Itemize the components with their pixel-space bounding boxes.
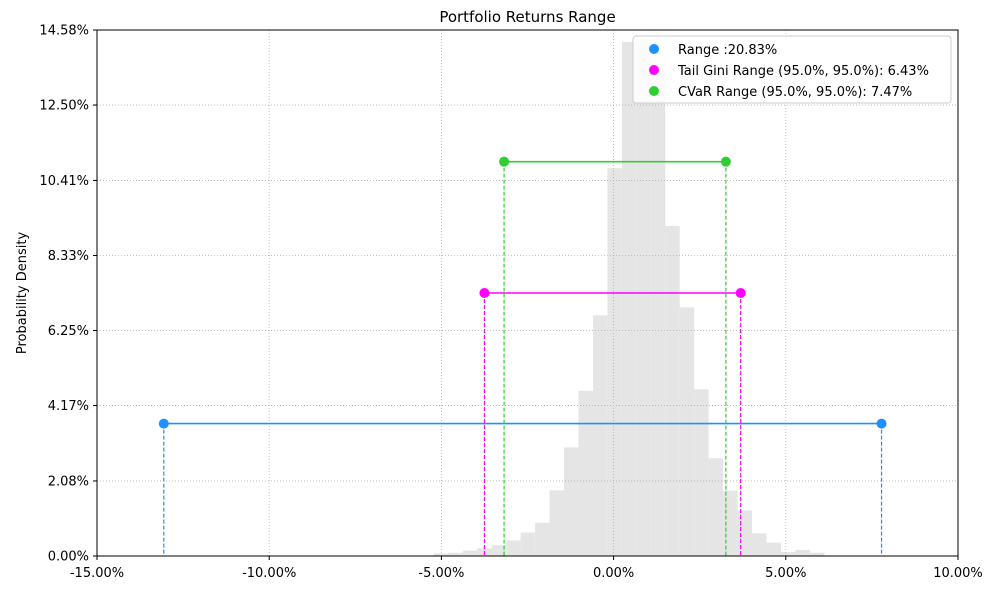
x-tick-label: -15.00% — [70, 566, 124, 581]
histogram-bar — [491, 545, 507, 556]
histogram-bar — [665, 225, 680, 556]
legend-label: Range :20.83% — [678, 43, 777, 58]
histogram-bar — [549, 490, 565, 556]
histogram-bar — [766, 542, 781, 556]
histogram-bar — [578, 390, 593, 556]
y-tick-label: 6.25% — [48, 324, 89, 339]
x-tick-label: 0.00% — [593, 566, 634, 581]
range-marker — [735, 288, 746, 298]
histogram-bar — [636, 39, 651, 556]
plot-frame — [96, 29, 959, 557]
y-tick-label: 2.08% — [48, 474, 89, 489]
histogram-bar — [650, 72, 666, 557]
histogram-bar — [679, 307, 695, 556]
histogram-bar — [809, 552, 825, 556]
histogram-bar — [520, 532, 536, 556]
y-axis-label: Probability Density — [15, 232, 30, 355]
legend-label: CVaR Range (95.0%, 95.0%): 7.47% — [678, 85, 912, 100]
range-marker — [479, 288, 490, 298]
histogram-bar — [506, 540, 521, 556]
histogram-bar — [535, 522, 550, 556]
histogram-bar — [708, 458, 724, 556]
range-marker — [499, 156, 510, 167]
range-marker — [158, 418, 169, 429]
y-tick-label: 4.17% — [48, 399, 89, 414]
legend-label: Tail Gini Range (95.0%, 95.0%): 6.43% — [677, 64, 929, 79]
legend-marker — [649, 86, 659, 96]
y-tick-label: 10.41% — [39, 174, 89, 189]
chart-title: Portfolio Returns Range — [439, 8, 615, 26]
histogram-bar — [592, 315, 608, 556]
y-tick-label: 8.33% — [48, 249, 89, 264]
legend-marker — [649, 44, 659, 54]
x-tick-label: -10.00% — [242, 566, 296, 581]
range-marker — [720, 156, 731, 167]
y-tick-label: 14.58% — [39, 24, 89, 39]
legend-marker — [649, 65, 659, 75]
range-marker — [876, 418, 887, 429]
y-tick-label: 12.50% — [39, 99, 89, 114]
histogram-bar — [621, 41, 637, 557]
histogram-bar — [607, 168, 622, 557]
histogram-bar — [752, 533, 767, 556]
x-tick-label: 5.00% — [765, 566, 806, 581]
histogram-bar — [433, 553, 449, 556]
axes: -15.00% -10.00% -5.00% 0.00% 5.00% 10.00% 0.00… — [39, 24, 982, 582]
legend: Range :20.83% Tail Gini Range (95.0%, 95.… — [632, 35, 952, 104]
series-layer — [158, 156, 887, 556]
histogram-bar — [694, 389, 709, 556]
histogram-bar — [795, 549, 810, 556]
histogram-bar — [780, 552, 796, 556]
histogram-bar — [462, 550, 478, 556]
histogram-bar — [737, 510, 753, 556]
histogram-bar — [564, 447, 579, 556]
y-tick-label: 0.00% — [48, 550, 89, 565]
histogram — [433, 39, 825, 557]
x-tick-label: 10.00% — [933, 566, 983, 581]
histogram-bar — [448, 552, 463, 556]
legend-box — [632, 35, 952, 104]
histogram-bar — [723, 490, 738, 556]
x-tick-label: -5.00% — [418, 566, 464, 581]
